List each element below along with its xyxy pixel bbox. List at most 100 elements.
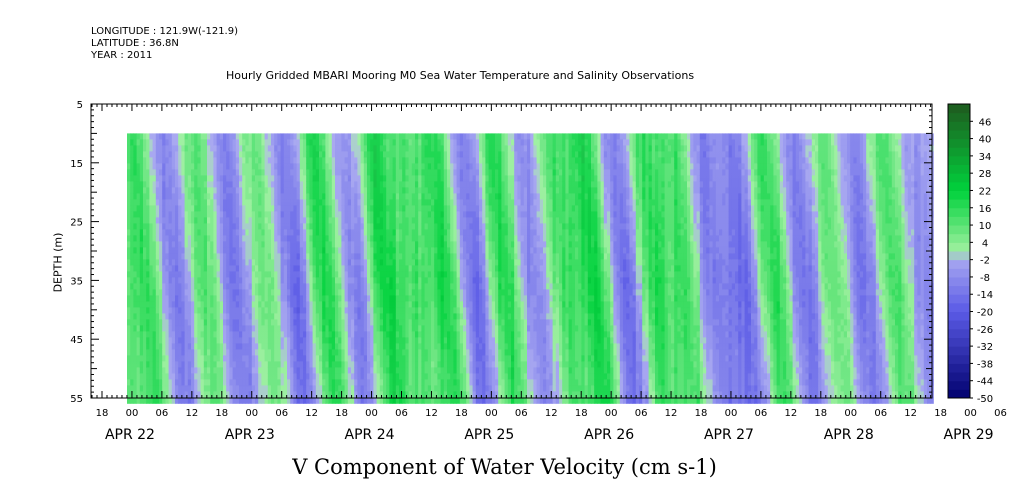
heat-cell: [261, 397, 265, 404]
heat-cell: [418, 397, 422, 404]
heat-cell: [443, 397, 448, 404]
heat-cell: [344, 397, 349, 404]
heat-cell: [338, 397, 342, 404]
heat-cell: [447, 397, 451, 404]
heat-cell: [245, 397, 249, 404]
heat-cell: [363, 397, 368, 404]
heat-cell: [127, 397, 131, 404]
heat-cell: [395, 397, 400, 404]
heat-cell: [280, 397, 285, 404]
heat-cell: [296, 397, 301, 404]
heat-cell: [408, 397, 413, 404]
heat-cell: [331, 397, 336, 404]
latitude-label: LATITUDE : 36.8N: [91, 38, 179, 49]
heat-cell: [424, 397, 429, 404]
heat-cell: [315, 397, 320, 404]
heat-cell: [181, 397, 185, 404]
heat-cell: [431, 397, 435, 404]
heat-cell: [146, 397, 150, 404]
heat-cell: [459, 397, 464, 404]
heat-cell: [194, 397, 198, 404]
heat-cell: [427, 397, 432, 404]
heat-cell: [351, 397, 355, 404]
heat-cell: [389, 397, 393, 404]
heat-cell: [184, 397, 189, 404]
heat-cell: [287, 397, 291, 404]
heat-cell: [264, 397, 269, 404]
heat-cell: [165, 397, 169, 404]
heat-cell: [210, 397, 214, 404]
heat-cell: [274, 397, 278, 404]
heat-cell: [155, 397, 160, 404]
heat-cell: [223, 397, 227, 404]
heat-cell: [159, 397, 163, 404]
heat-cell: [136, 397, 141, 404]
heat-cell: [219, 397, 224, 404]
heat-cell: [325, 397, 329, 404]
heat-cell: [213, 397, 217, 404]
heat-cell: [357, 397, 361, 404]
heat-cell: [162, 397, 166, 404]
heat-cell: [130, 397, 134, 404]
heat-cell: [309, 397, 313, 404]
heat-cell: [402, 397, 406, 404]
chart-title: Hourly Gridded MBARI Mooring M0 Sea Wate…: [226, 69, 695, 82]
heat-cell: [437, 397, 441, 404]
heat-cell: [450, 397, 454, 404]
heat-cell: [373, 397, 377, 404]
heat-cell: [383, 397, 387, 404]
heat-cell: [466, 397, 470, 404]
heat-cell: [152, 397, 157, 404]
heat-cell: [200, 397, 205, 404]
heat-cell: [347, 397, 352, 404]
heat-cell: [255, 397, 259, 404]
heat-cell: [411, 397, 416, 404]
heat-cell: [306, 397, 310, 404]
heat-cell: [456, 397, 461, 404]
heat-cell: [370, 397, 374, 404]
heat-cell: [475, 397, 480, 404]
heat-cell: [171, 397, 176, 404]
heat-cell: [242, 397, 246, 404]
heat-cell: [168, 397, 173, 404]
heat-cell: [322, 397, 326, 404]
heat-cell: [178, 397, 182, 404]
heat-cell: [341, 397, 345, 404]
longitude-label: LONGITUDE : 121.9W(-121.9): [91, 26, 238, 37]
heat-cell: [421, 397, 425, 404]
heat-cell: [415, 397, 419, 404]
heat-cell: [379, 397, 384, 404]
heat-cell: [229, 397, 233, 404]
heat-cell: [133, 397, 137, 404]
heat-cell: [258, 397, 262, 404]
heat-cell: [197, 397, 201, 404]
heat-cell: [143, 397, 147, 404]
heat-cell: [277, 397, 281, 404]
heat-cell: [399, 397, 403, 404]
heat-cell: [175, 397, 179, 404]
heat-cell: [283, 397, 288, 404]
heat-cell: [251, 397, 256, 404]
heat-cell: [290, 397, 294, 404]
heat-cell: [149, 397, 153, 404]
heat-cell: [434, 397, 438, 404]
heat-cell: [303, 397, 307, 404]
heat-cell: [354, 397, 358, 404]
heat-cell: [203, 397, 208, 404]
heat-cell: [440, 397, 445, 404]
heat-cell: [469, 397, 473, 404]
x-axis-label: V Component of Water Velocity (cm s-1): [292, 455, 717, 479]
heat-cell: [232, 397, 237, 404]
heatmap-data-layer: [127, 133, 934, 404]
heat-cell: [271, 397, 275, 404]
year-label: YEAR : 2011: [91, 50, 153, 61]
heat-cell: [335, 397, 339, 404]
heat-cell: [376, 397, 381, 404]
heat-cell: [392, 397, 397, 404]
heat-cell: [207, 397, 211, 404]
heat-cell: [360, 397, 365, 404]
heat-cell: [472, 397, 477, 404]
heat-cell: [463, 397, 467, 404]
heat-cell: [239, 397, 243, 404]
